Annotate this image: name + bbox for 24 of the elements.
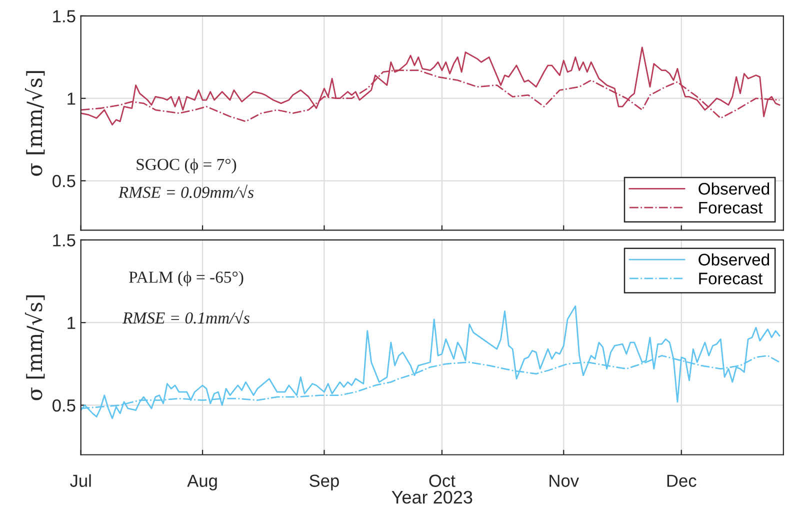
x-tick-label: Jul [70, 474, 91, 487]
y-tick-label: 1.5 [53, 10, 76, 22]
y-tick-label: 1 [68, 92, 76, 105]
x-axis-title: Year 2023 [392, 490, 472, 504]
x-tick-label: Aug [187, 474, 217, 490]
y-tick-label: 1.5 [53, 234, 76, 246]
legend-label: Observed [698, 182, 770, 195]
x-tick-label: Dec [667, 474, 696, 487]
line-series [80, 46, 780, 126]
legend-label: Forecast [699, 272, 763, 284]
legend-label: Observed [698, 253, 770, 266]
y-axis-title: σ [mm/√s] [25, 295, 45, 400]
annotation: RMSE = 0.1mm/√s [122, 310, 250, 324]
annotation: SGOC (ϕ = 7°) [136, 158, 236, 174]
y-tick-label: 1 [68, 316, 76, 329]
legend-label: Forecast [699, 202, 763, 214]
annotation: PALM (ϕ = -65°) [129, 271, 244, 286]
y-tick-label: 0.5 [52, 399, 76, 412]
y-tick-label: 0.5 [52, 174, 76, 188]
x-tick-label: Oct [429, 474, 456, 487]
x-tick-label: Nov [550, 474, 580, 487]
y-axis-title: σ [mm/√s] [25, 71, 45, 176]
x-tick-label: Sep [310, 474, 339, 490]
annotation: RMSE = 0.09mm/√s [118, 184, 254, 198]
